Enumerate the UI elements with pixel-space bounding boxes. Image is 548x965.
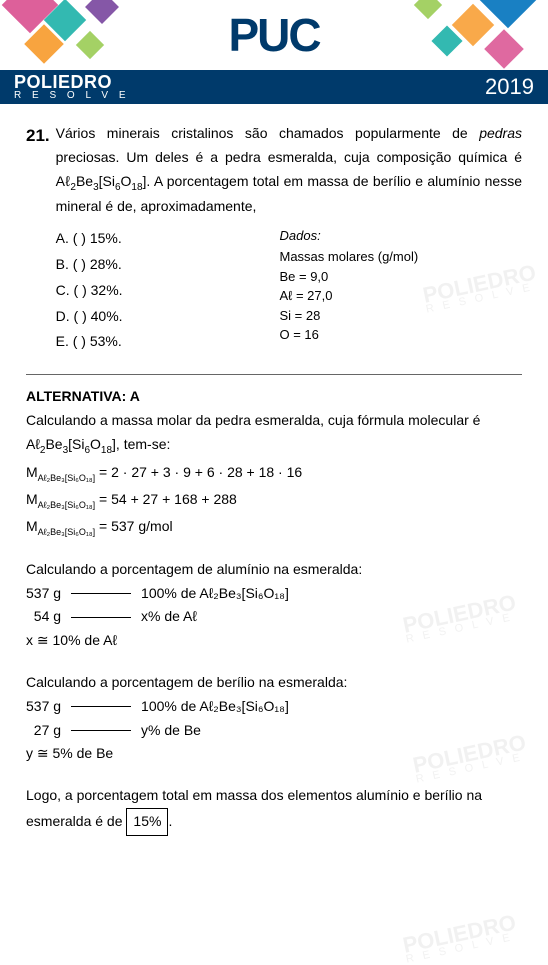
al-section: Calculando a porcentagem de alumínio na …: [26, 558, 522, 653]
dados-o: O = 16: [279, 325, 418, 345]
molar-line-1: MAℓ₂Be₃[Si₆O₁₈] = 2 · 27 + 3 · 9 + 6 · 2…: [26, 461, 522, 486]
deco-shape: [85, 0, 119, 24]
dados-title: Dados:: [279, 225, 418, 247]
top-banner: PUC: [0, 0, 548, 70]
be-result: y ≅ 5% de Be: [26, 742, 522, 766]
al-result: x ≅ 10% de Aℓ: [26, 629, 522, 653]
brand-line2: R E S O L V E: [14, 91, 130, 101]
m-label: MAℓ₂Be₃[Si₆O₁₈]: [26, 491, 95, 507]
m-eq1: = 2 · 27 + 3 · 9 + 6 · 28 + 18 · 16: [95, 464, 302, 480]
options-row: A. ( ) 15%. B. ( ) 28%. C. ( ) 32%. D. (…: [56, 225, 522, 356]
dados-body: Massas molares (g/mol) Be = 9,0 Aℓ = 27,…: [279, 247, 418, 345]
al-l2r: x% de Aℓ: [141, 605, 197, 629]
final-section: Logo, a porcentagem total em massa dos e…: [26, 784, 522, 836]
m-prefix: M: [26, 518, 38, 534]
option-a: A. ( ) 15%.: [56, 227, 280, 251]
dados-al: Aℓ = 27,0: [279, 286, 418, 306]
dados-sub: Massas molares (g/mol): [279, 247, 418, 267]
be-l2r: y% de Be: [141, 719, 201, 743]
al-l2l: 54 g: [26, 605, 61, 629]
deco-shape: [414, 0, 442, 19]
m-prefix: M: [26, 464, 38, 480]
ai-c: [Si: [68, 436, 84, 452]
al-l1l: 537 g: [26, 582, 61, 606]
be-l2l: 27 g: [26, 719, 61, 743]
question-block: 21. Vários minerais cristalinos são cham…: [26, 122, 522, 356]
answer-intro: Calculando a massa molar da pedra esmera…: [26, 409, 522, 459]
poliedro-brand: POLIEDRO R E S O L V E: [14, 73, 130, 101]
question-body: Vários minerais cristalinos são chamados…: [56, 122, 522, 356]
answer-title: ALTERNATIVA: A: [26, 385, 522, 409]
rule-dash: [71, 730, 131, 731]
dados-be: Be = 9,0: [279, 267, 418, 287]
al-rule-2: 54 g x% de Aℓ: [26, 605, 522, 629]
watermark-l1: POLIEDRO: [401, 912, 518, 955]
qt-o: O: [121, 173, 132, 189]
be-title: Calculando a porcentagem de berílio na e…: [26, 671, 522, 695]
be-rule-1: 537 g 100% de Aℓ₂Be₃[Si₆O₁₈]: [26, 695, 522, 719]
ai-b: Be: [45, 436, 62, 452]
final-b: .: [168, 813, 172, 829]
final-a: Logo, a porcentagem total em massa dos e…: [26, 787, 482, 829]
molar-line-2: MAℓ₂Be₃[Si₆O₁₈] = 54 + 27 + 168 + 288: [26, 488, 522, 513]
m-subf: Aℓ₂Be₃[Si₆O₁₈]: [38, 527, 95, 537]
dados-si: Si = 28: [279, 306, 418, 326]
option-e: E. ( ) 53%.: [56, 330, 280, 354]
m-label: MAℓ₂Be₃[Si₆O₁₈]: [26, 464, 95, 480]
page-content: POLIEDRO R E S O L V E POLIEDRO R E S O …: [0, 104, 548, 856]
final-box: 15%: [126, 808, 168, 836]
molar-line-3: MAℓ₂Be₃[Si₆O₁₈] = 537 g/mol: [26, 515, 522, 540]
be-l1l: 537 g: [26, 695, 61, 719]
rule-dash: [71, 617, 131, 618]
qt-mid: Be: [76, 173, 93, 189]
deco-shape: [76, 31, 104, 59]
rule-dash: [71, 706, 131, 707]
deco-shape: [484, 29, 524, 69]
puc-logo: PUC: [228, 8, 319, 62]
m-prefix: M: [26, 491, 38, 507]
option-c: C. ( ) 32%.: [56, 279, 280, 303]
ai-s4: 18: [101, 445, 112, 456]
qt-em: pedras: [479, 125, 522, 141]
m-eq2: = 54 + 27 + 168 + 288: [95, 491, 237, 507]
m-eq3: = 537 g/mol: [95, 518, 172, 534]
watermark-l2: R E S O L V E: [405, 932, 519, 965]
qt-sub: 18: [131, 181, 142, 192]
ai-e: ], tem-se:: [112, 436, 170, 452]
brand-line1: POLIEDRO: [14, 73, 130, 91]
sub-header: POLIEDRO R E S O L V E 2019: [0, 70, 548, 104]
ai-d: O: [90, 436, 101, 452]
be-l1r: 100% de Aℓ₂Be₃[Si₆O₁₈]: [141, 695, 289, 719]
qt-p1: Vários minerais cristalinos são chamados…: [56, 125, 480, 141]
al-title: Calculando a porcentagem de alumínio na …: [26, 558, 522, 582]
m-label: MAℓ₂Be₃[Si₆O₁₈]: [26, 518, 95, 534]
option-d: D. ( ) 40%.: [56, 305, 280, 329]
al-rule-1: 537 g 100% de Aℓ₂Be₃[Si₆O₁₈]: [26, 582, 522, 606]
al-l1r: 100% de Aℓ₂Be₃[Si₆O₁₈]: [141, 582, 289, 606]
options-list: A. ( ) 15%. B. ( ) 28%. C. ( ) 32%. D. (…: [56, 225, 280, 356]
rule-dash: [71, 593, 131, 594]
dados-block: Dados: Massas molares (g/mol) Be = 9,0 A…: [279, 225, 418, 356]
year-label: 2019: [485, 74, 534, 100]
separator: [26, 374, 522, 375]
m-subf: Aℓ₂Be₃[Si₆O₁₈]: [38, 499, 95, 509]
qt-br1: [Si: [99, 173, 115, 189]
question-text: Vários minerais cristalinos são chamados…: [56, 122, 522, 219]
option-b: B. ( ) 28%.: [56, 253, 280, 277]
m-subf: Aℓ₂Be₃[Si₆O₁₈]: [38, 472, 95, 482]
be-rule-2: 27 g y% de Be: [26, 719, 522, 743]
question-number: 21.: [26, 122, 50, 356]
be-section: Calculando a porcentagem de berílio na e…: [26, 671, 522, 766]
watermark: POLIEDRO R E S O L V E: [401, 912, 520, 965]
